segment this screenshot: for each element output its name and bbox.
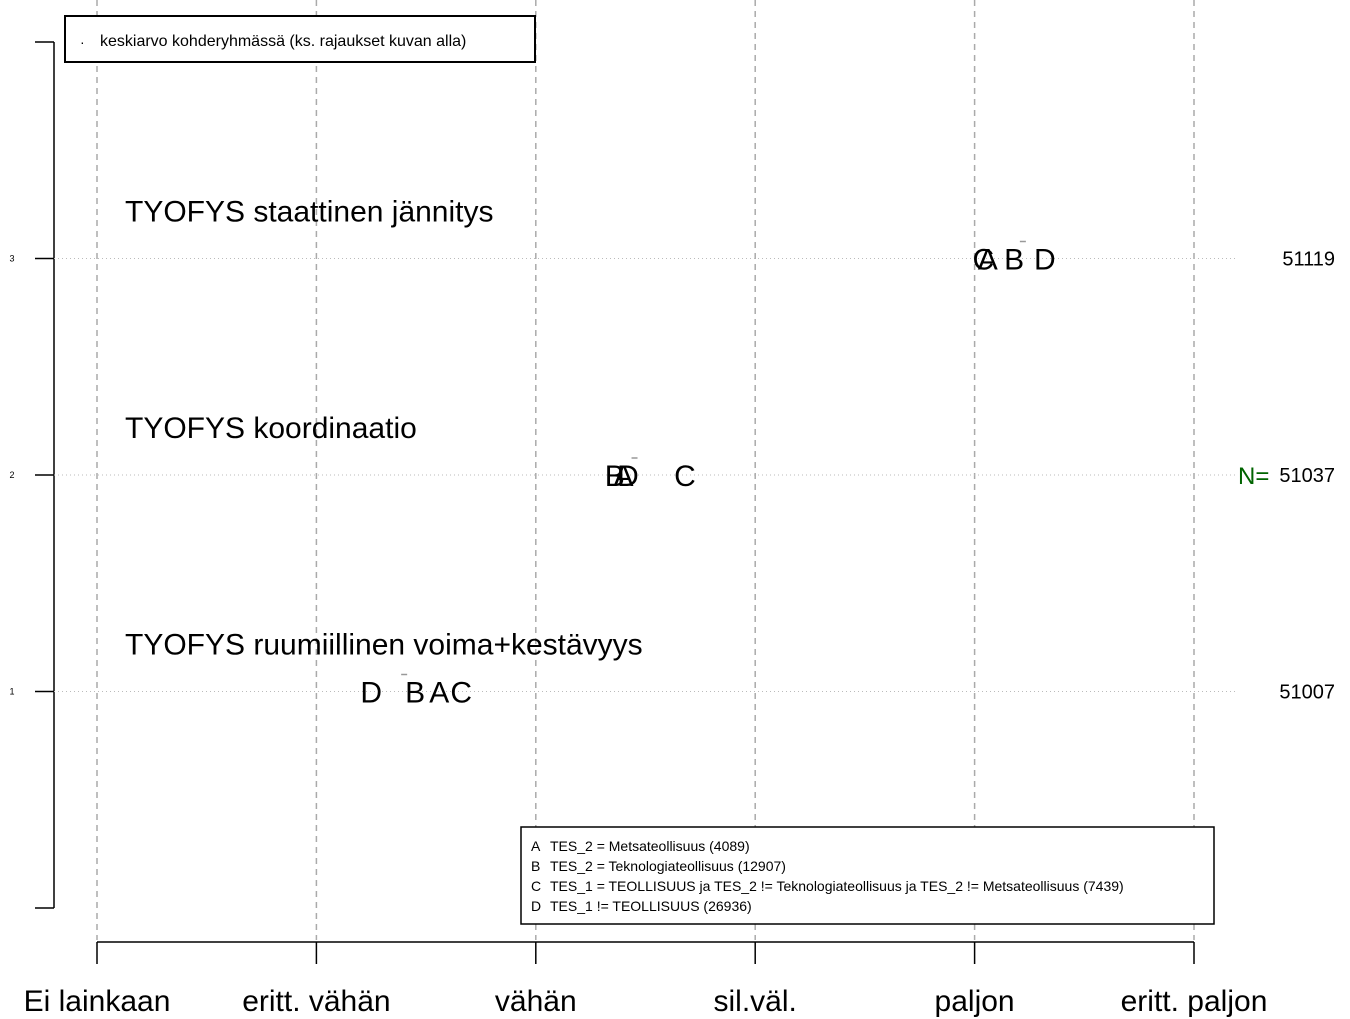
n-label: N= — [1238, 463, 1269, 490]
y-axis: 1 2 3 — [9, 41, 55, 909]
x-tick-label: eritt. paljon — [1121, 985, 1268, 1018]
top-legend-marker: · — [80, 34, 85, 50]
point-A: A — [429, 677, 449, 710]
chart-grid — [96, 0, 1195, 940]
point-C: C — [674, 460, 696, 493]
group-legend-key: C — [531, 878, 541, 894]
group-legend-text: TES_1 != TEOLLISUUS (26936) — [550, 898, 752, 914]
group-legend-key: D — [531, 898, 541, 914]
group-legend: A TES_2 = Metsateollisuus (4089) B TES_2 = … — [520, 826, 1215, 925]
row-n-value: 51037 — [1279, 465, 1335, 487]
y-tick-label: 1 — [9, 687, 14, 697]
point-D: D — [360, 677, 382, 710]
top-legend-text: keskiarvo kohderyhmässä (ks. rajaukset k… — [100, 33, 466, 50]
point-D: D — [1034, 244, 1056, 277]
group-legend-box — [520, 826, 1215, 925]
group-legend-entries: A TES_2 = Metsateollisuus (4089) B TES_2 = … — [531, 838, 1124, 914]
group-legend-key: B — [531, 858, 540, 874]
row-title: TYOFYS staattinen jännitys — [125, 196, 494, 229]
x-axis: Ei lainkaan eritt. vähän vähän sil.väl. palj… — [24, 941, 1268, 1018]
row-n-value: 51119 — [1282, 249, 1335, 271]
point-D: D — [617, 460, 639, 493]
y-tick-label: 2 — [9, 470, 14, 480]
point-B: B — [605, 460, 625, 493]
top-legend: · keskiarvo kohderyhmässä (ks. rajaukset… — [64, 15, 536, 63]
group-legend-text: TES_2 = Metsateollisuus (4089) — [550, 838, 750, 854]
point-A: A — [614, 460, 634, 493]
row-title: TYOFYS ruumiillinen voima+kestävyys — [125, 629, 643, 662]
x-tick-label: paljon — [935, 985, 1015, 1018]
row-n-value: 51007 — [1279, 682, 1335, 704]
point-A: A — [978, 244, 998, 277]
x-tick-label: eritt. vähän — [242, 985, 390, 1018]
point-C: C — [450, 677, 472, 710]
group-legend-text: TES_2 = Teknologiateollisuus (12907) — [550, 858, 786, 874]
point-B: B — [1004, 244, 1024, 277]
point-C: C — [973, 244, 995, 277]
point-B: B — [405, 677, 425, 710]
x-tick-label: vähän — [495, 985, 577, 1018]
row-title: TYOFYS koordinaatio — [125, 412, 417, 445]
x-tick-label: Ei lainkaan — [24, 985, 171, 1018]
x-tick-label: sil.väl. — [714, 985, 797, 1018]
y-tick-label: 3 — [9, 254, 14, 264]
group-legend-key: A — [531, 838, 541, 854]
top-legend-box — [64, 15, 536, 63]
group-legend-text: TES_1 = TEOLLISUUS ja TES_2 != Teknologi… — [550, 878, 1124, 894]
